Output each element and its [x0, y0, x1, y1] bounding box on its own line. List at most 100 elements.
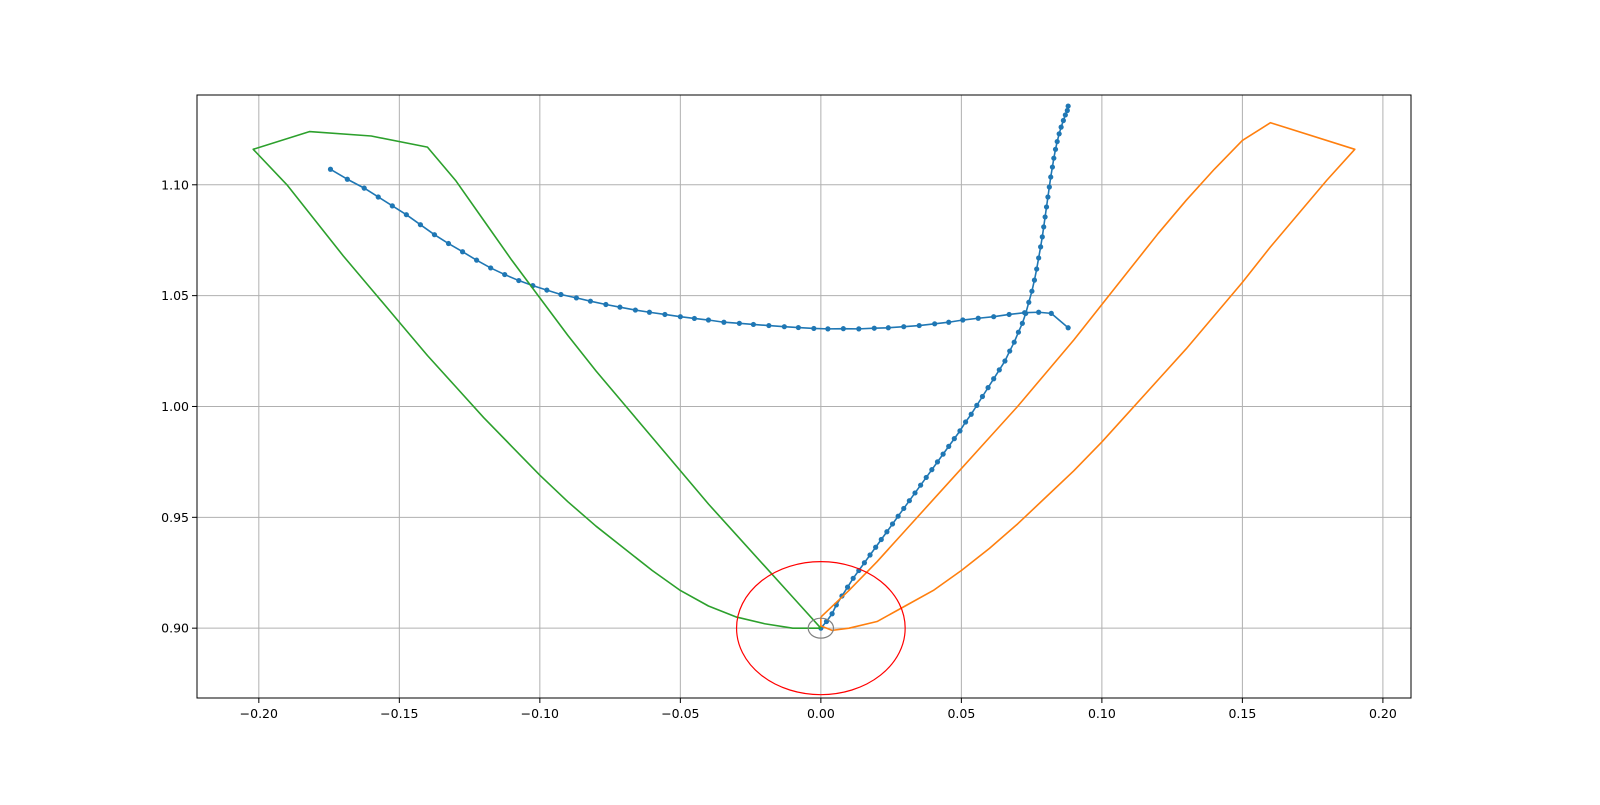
series-line — [820, 121, 1356, 632]
data-point — [327, 166, 334, 172]
data-point — [646, 309, 653, 315]
data-point — [885, 325, 891, 331]
data-point — [1006, 311, 1012, 318]
data-point — [1045, 194, 1051, 200]
data-point — [705, 317, 712, 323]
data-point — [1048, 174, 1054, 180]
data-point — [929, 467, 935, 473]
data-point — [906, 498, 912, 504]
data-point — [403, 212, 409, 218]
data-point — [916, 322, 922, 329]
data-point — [811, 325, 817, 332]
x-tick-label: −0.10 — [521, 706, 559, 721]
data-point — [895, 513, 901, 519]
data-point — [856, 326, 862, 332]
data-point — [389, 203, 395, 209]
y-tick-label: 1.00 — [161, 399, 189, 414]
data-point — [946, 443, 952, 449]
data-point — [871, 325, 877, 331]
data-point — [946, 319, 952, 325]
data-point — [573, 295, 579, 301]
data-point — [960, 317, 966, 323]
data-point — [502, 271, 508, 278]
data-point — [459, 249, 466, 255]
data-point — [516, 277, 522, 284]
series-2 — [820, 121, 1356, 632]
data-point — [991, 376, 997, 382]
data-point — [1041, 224, 1047, 230]
data-point — [736, 320, 742, 326]
data-point — [1036, 255, 1042, 261]
circle-marker — [807, 617, 835, 639]
data-point — [901, 505, 907, 512]
x-tick-label: −0.15 — [380, 706, 418, 721]
circle-marker — [735, 561, 906, 696]
data-point — [1029, 288, 1035, 294]
data-point — [1051, 155, 1057, 161]
data-point — [617, 304, 623, 310]
data-point — [795, 324, 801, 331]
data-point — [474, 257, 480, 263]
data-point — [1052, 146, 1059, 152]
data-point — [968, 411, 974, 417]
x-tick-label: −0.20 — [240, 706, 278, 721]
data-point — [344, 176, 350, 182]
series-1 — [327, 166, 1071, 332]
data-point — [662, 311, 668, 318]
data-point — [962, 419, 969, 425]
data-point — [1036, 309, 1042, 315]
x-tick-label: 0.00 — [807, 706, 835, 721]
data-point — [1056, 131, 1062, 137]
x-tick-label: 0.20 — [1369, 706, 1397, 721]
series — [252, 103, 1356, 632]
data-point — [974, 402, 980, 408]
y-tick-label: 0.90 — [161, 621, 189, 636]
circles — [735, 561, 906, 696]
data-point — [1026, 299, 1032, 305]
data-point — [375, 194, 381, 200]
data-point — [558, 291, 564, 298]
data-point — [1054, 138, 1060, 145]
data-point — [721, 319, 727, 325]
data-point — [1064, 107, 1070, 114]
series-line — [330, 168, 1069, 330]
data-point — [1031, 277, 1038, 283]
data-point — [1043, 204, 1050, 210]
data-point — [979, 393, 986, 400]
data-point — [912, 490, 918, 496]
data-point — [889, 521, 896, 527]
y-tick-label: 1.05 — [161, 288, 189, 303]
x-axis: −0.20 −0.15 −0.10 −0.05 0.00 0.05 0.10 0.15 0.20 — [240, 698, 1397, 721]
data-point — [361, 185, 367, 191]
data-point — [957, 428, 963, 434]
data-point — [867, 552, 873, 558]
data-point — [840, 326, 846, 332]
data-point — [691, 315, 698, 322]
data-point — [603, 301, 609, 308]
data-point — [632, 307, 638, 313]
y-axis: 0.90 0.95 1.00 1.05 1.10 — [161, 177, 197, 636]
data-point — [587, 298, 594, 304]
data-point — [1062, 112, 1068, 118]
data-point — [1002, 358, 1008, 364]
data-point — [750, 321, 757, 328]
data-point — [417, 222, 424, 228]
data-point — [1049, 164, 1056, 170]
data-point — [1065, 103, 1071, 109]
data-point — [1038, 244, 1044, 250]
data-point — [932, 321, 938, 327]
data-point — [991, 314, 997, 320]
data-point — [781, 324, 787, 330]
data-point — [923, 474, 929, 481]
data-point — [850, 575, 856, 581]
data-point — [985, 385, 991, 391]
data-point — [431, 232, 438, 238]
data-point — [544, 287, 550, 293]
data-point — [1019, 320, 1025, 326]
data-point — [1058, 124, 1064, 130]
data-point — [488, 265, 494, 271]
data-point — [884, 529, 890, 535]
data-point — [975, 315, 981, 321]
